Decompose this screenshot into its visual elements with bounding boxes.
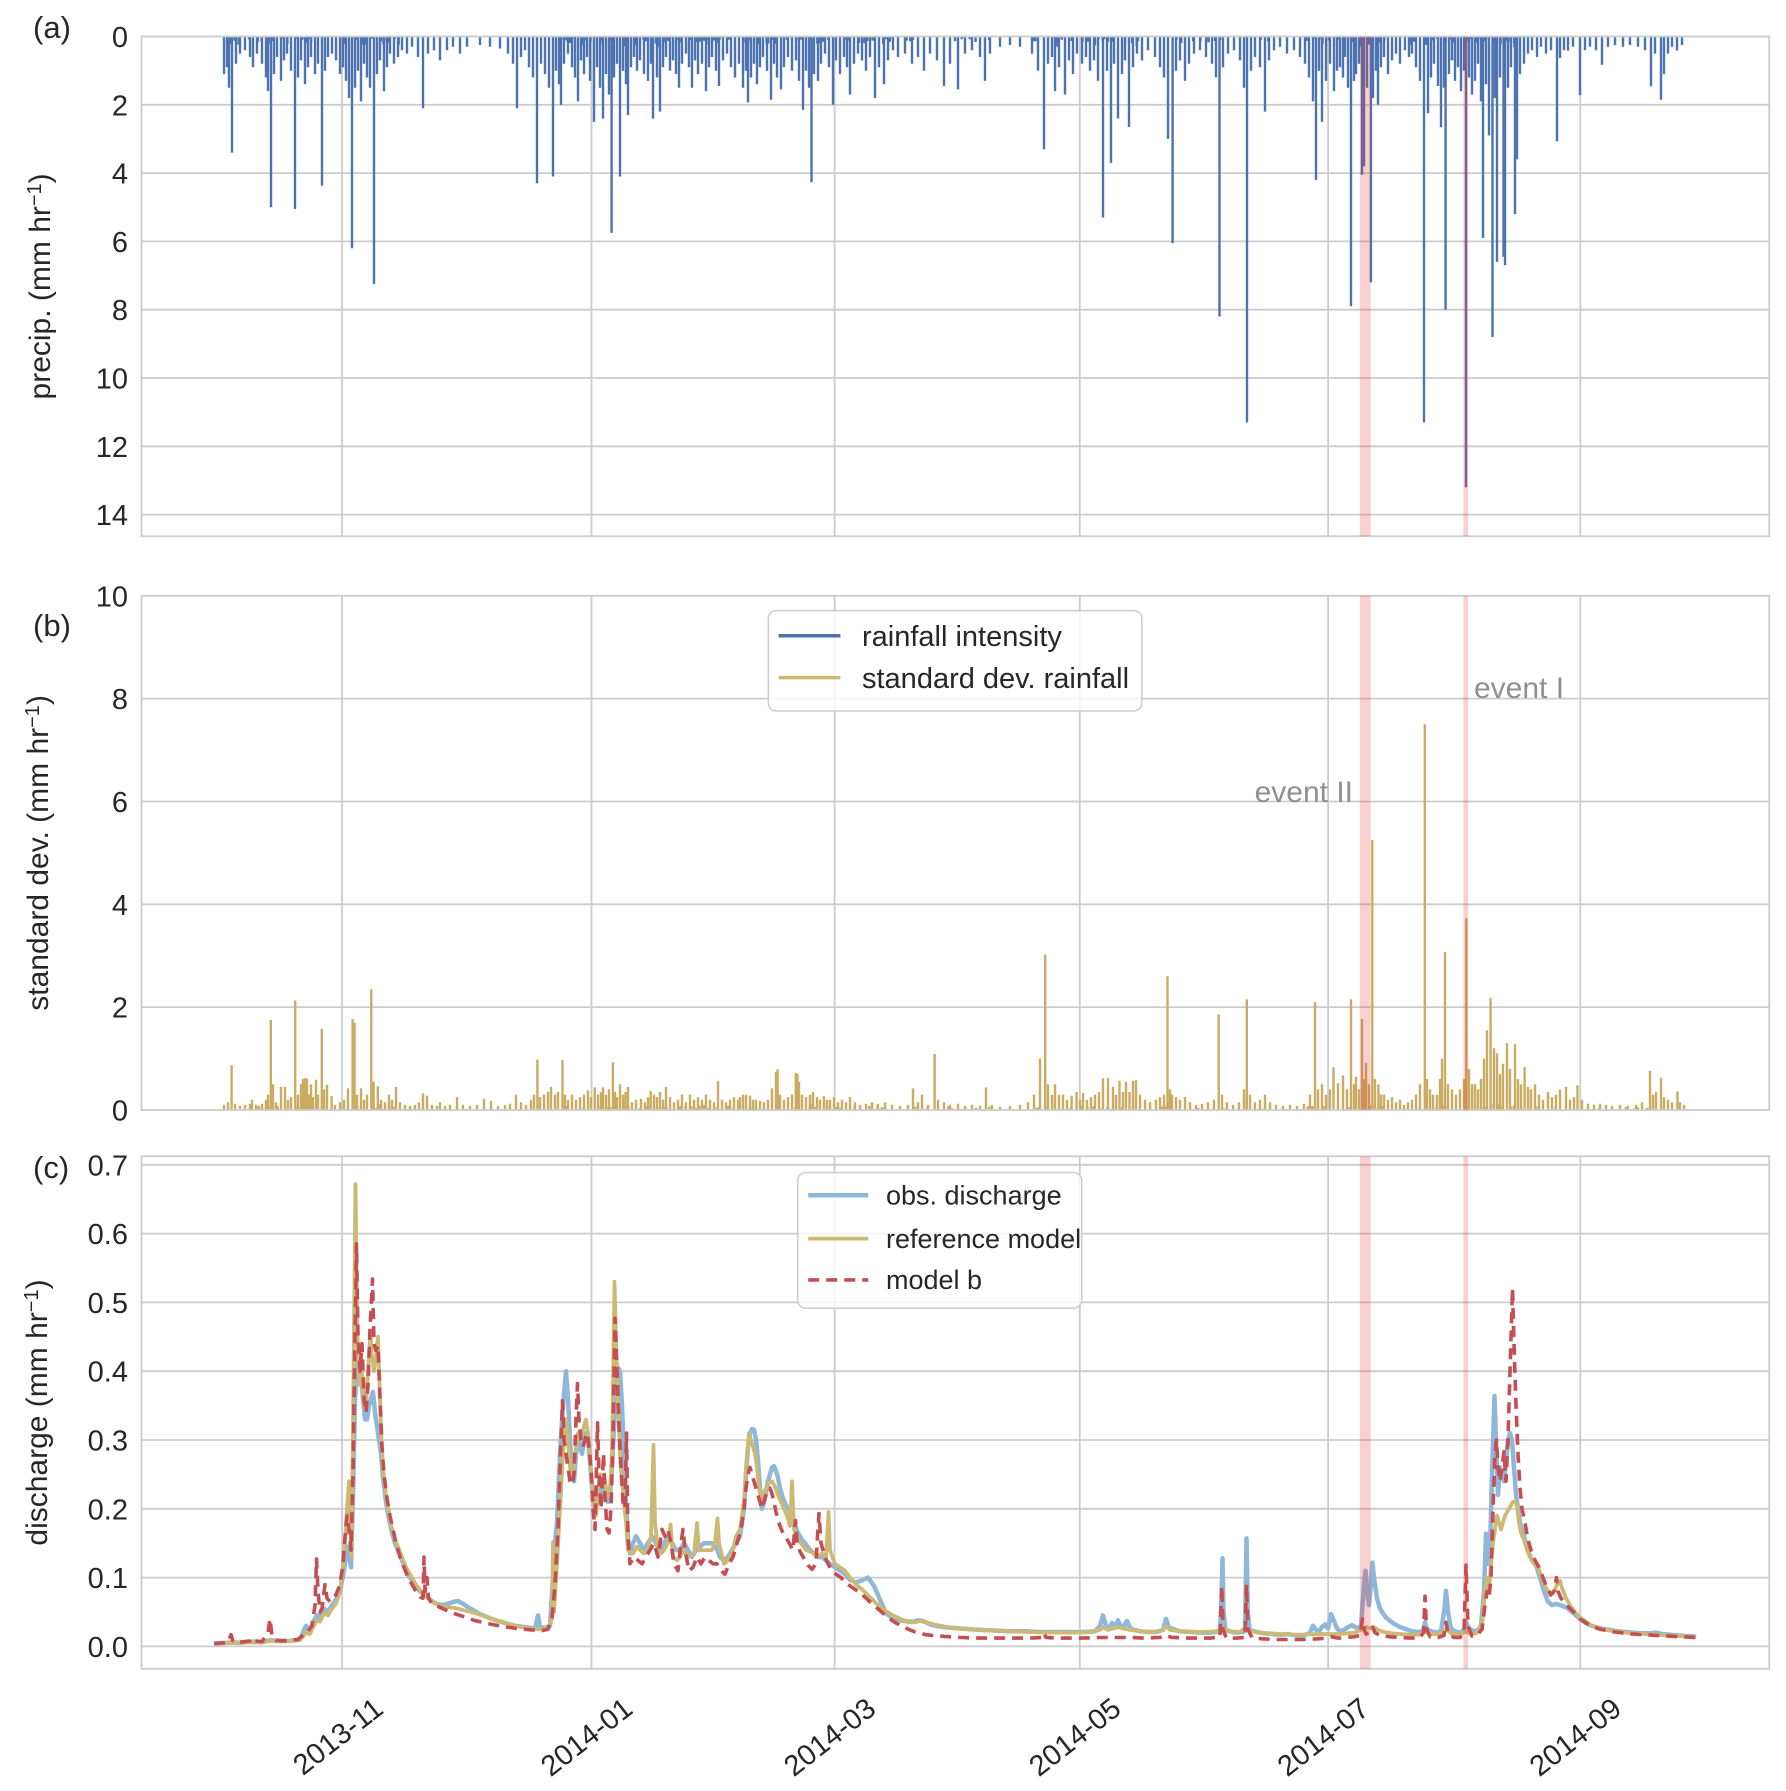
svg-text:0.4: 0.4 (88, 1357, 128, 1389)
svg-text:(c): (c) (33, 1150, 69, 1185)
svg-text:standard dev. (mm hr−1): standard dev. (mm hr−1) (22, 695, 55, 1011)
svg-text:discharge (mm hr−1): discharge (mm hr−1) (21, 1279, 54, 1545)
svg-text:0.1: 0.1 (88, 1563, 128, 1595)
svg-text:0.6: 0.6 (88, 1219, 128, 1251)
svg-text:0: 0 (112, 22, 128, 54)
svg-text:6: 6 (112, 787, 128, 819)
svg-text:12: 12 (96, 432, 128, 464)
svg-text:event I: event I (1474, 672, 1564, 705)
svg-text:precip. (mm hr−1): precip. (mm hr−1) (24, 173, 57, 399)
svg-text:0: 0 (112, 1096, 128, 1128)
svg-text:2: 2 (112, 90, 128, 122)
svg-text:6: 6 (112, 227, 128, 259)
svg-text:0.2: 0.2 (88, 1494, 128, 1526)
svg-text:rainfall intensity: rainfall intensity (862, 621, 1062, 653)
svg-text:8: 8 (112, 684, 128, 716)
svg-text:0.7: 0.7 (88, 1150, 128, 1182)
svg-text:4: 4 (112, 159, 128, 191)
svg-text:reference model: reference model (886, 1224, 1081, 1254)
svg-text:14: 14 (96, 500, 128, 532)
svg-text:2: 2 (112, 993, 128, 1025)
svg-text:obs. discharge: obs. discharge (886, 1181, 1062, 1211)
svg-text:0.5: 0.5 (88, 1288, 128, 1320)
svg-text:0.0: 0.0 (88, 1632, 128, 1664)
svg-text:(b): (b) (33, 608, 71, 643)
svg-text:event II: event II (1255, 776, 1353, 809)
svg-text:standard dev. rainfall: standard dev. rainfall (862, 663, 1129, 695)
svg-text:0.3: 0.3 (88, 1426, 128, 1458)
svg-text:model b: model b (886, 1265, 982, 1295)
svg-text:8: 8 (112, 295, 128, 327)
svg-text:10: 10 (96, 364, 128, 396)
svg-text:(a): (a) (33, 10, 71, 45)
svg-text:4: 4 (112, 890, 128, 922)
svg-text:10: 10 (96, 581, 128, 613)
